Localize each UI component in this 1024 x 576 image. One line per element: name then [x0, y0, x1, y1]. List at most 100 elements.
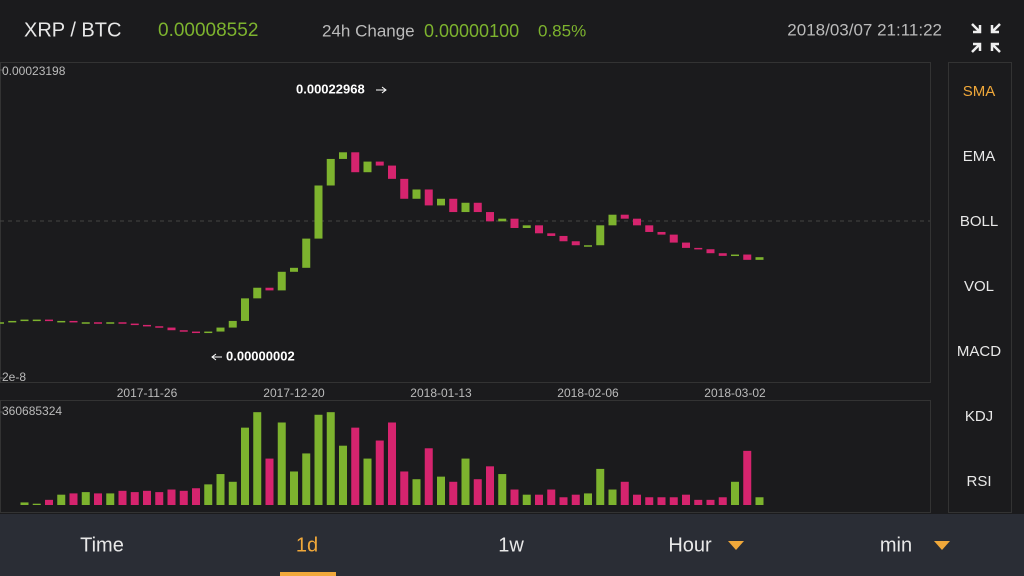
- candle: [498, 218, 507, 222]
- candle: [130, 323, 139, 326]
- volume-bar: [204, 484, 213, 505]
- volume-bar: [363, 458, 372, 505]
- volume-bar: [339, 445, 347, 505]
- candle: [0, 322, 4, 324]
- change-pct: 0.85%: [538, 21, 586, 40]
- y-tick-label: 0.00023198: [2, 64, 66, 78]
- dropdown-arrow: [728, 541, 744, 550]
- volume-bar: [69, 493, 78, 505]
- volume-bar: [45, 499, 53, 505]
- candle: [204, 331, 213, 334]
- indicator-item[interactable]: RSI: [966, 473, 991, 490]
- volume-bar: [522, 494, 531, 505]
- candle: [192, 331, 200, 334]
- indicator-item[interactable]: EMA: [963, 148, 996, 165]
- volume-bar: [130, 492, 139, 505]
- volume-bar: [143, 490, 151, 505]
- volume-bar: [608, 489, 617, 505]
- volume-bar: [743, 450, 752, 505]
- volume-bar: [118, 490, 127, 505]
- volume-bar: [620, 481, 629, 505]
- volume-bar: [228, 481, 237, 505]
- volume-bar: [351, 427, 360, 505]
- volume-bar: [535, 494, 543, 505]
- tab[interactable]: Hour: [668, 534, 712, 556]
- candle: [32, 319, 41, 322]
- candle: [143, 324, 151, 327]
- volume-bar: [265, 458, 274, 505]
- indicator-item[interactable]: MACD: [957, 343, 1001, 360]
- candle: [326, 158, 335, 186]
- candle: [388, 165, 396, 179]
- indicator-item[interactable]: SMA: [963, 83, 996, 100]
- volume-bar: [32, 503, 41, 505]
- min-annotation: 0.00000002: [226, 348, 295, 363]
- candle: [94, 322, 102, 324]
- candle: [682, 242, 690, 248]
- volume-bar: [645, 497, 654, 505]
- candle: [718, 253, 727, 256]
- candle: [694, 247, 703, 250]
- volume-bar: [437, 476, 445, 505]
- volume-bar: [473, 479, 482, 505]
- volume-bar: [731, 481, 739, 505]
- candle: [179, 330, 188, 332]
- volume-bar: [461, 458, 470, 505]
- candle: [8, 320, 17, 323]
- volume-bar: [584, 493, 592, 505]
- candle: [522, 225, 531, 228]
- volume-bar: [375, 440, 384, 505]
- volume-tick-label: 360685324: [2, 404, 62, 418]
- volume-bar: [192, 488, 200, 505]
- volume-bar: [314, 414, 323, 505]
- candle: [571, 241, 580, 246]
- volume-bar: [20, 502, 29, 505]
- tab[interactable]: min: [880, 534, 912, 556]
- candle: [559, 235, 568, 242]
- volume-bar: [596, 468, 605, 505]
- candle: [81, 322, 90, 324]
- volume-bar: [326, 412, 335, 505]
- change-label: 24h Change: [322, 21, 415, 40]
- tab[interactable]: 1w: [498, 534, 524, 556]
- indicator-item[interactable]: KDJ: [965, 408, 993, 425]
- candle: [228, 320, 237, 328]
- candle: [106, 322, 115, 324]
- tab-bar: [0, 514, 1024, 576]
- volume-panel: [0, 400, 931, 513]
- candle: [412, 189, 421, 199]
- candle: [608, 214, 617, 226]
- candle: [45, 319, 53, 322]
- candle: [20, 319, 29, 322]
- volume-bar: [179, 490, 188, 505]
- volume-bar: [498, 474, 507, 505]
- candle: [302, 238, 311, 268]
- tab[interactable]: 1d: [296, 534, 318, 556]
- y-tick-label: 2e-8: [2, 370, 26, 384]
- volume-bar: [106, 493, 115, 505]
- tab[interactable]: Time: [80, 534, 124, 556]
- candle: [424, 189, 433, 206]
- volume-bar: [657, 497, 666, 505]
- candle: [449, 198, 458, 213]
- collapse-button[interactable]: [971, 23, 1001, 53]
- datetime: 2018/03/07 21:11:22: [787, 20, 942, 39]
- volume-bar: [412, 479, 421, 505]
- max-annotation: 0.00022968: [296, 81, 365, 96]
- volume-bar: [510, 489, 519, 505]
- candle: [669, 234, 678, 243]
- volume-bar: [682, 494, 690, 505]
- candle: [241, 298, 249, 321]
- volume-bar: [94, 493, 102, 505]
- volume-bar: [424, 448, 433, 505]
- volume-bar: [167, 489, 176, 505]
- indicator-item[interactable]: BOLL: [960, 213, 998, 230]
- volume-bar: [633, 494, 641, 505]
- candle: [290, 267, 298, 272]
- volume-bar: [388, 422, 396, 505]
- volume-bar: [449, 481, 458, 505]
- indicator-item[interactable]: VOL: [964, 278, 994, 295]
- candle: [535, 225, 543, 234]
